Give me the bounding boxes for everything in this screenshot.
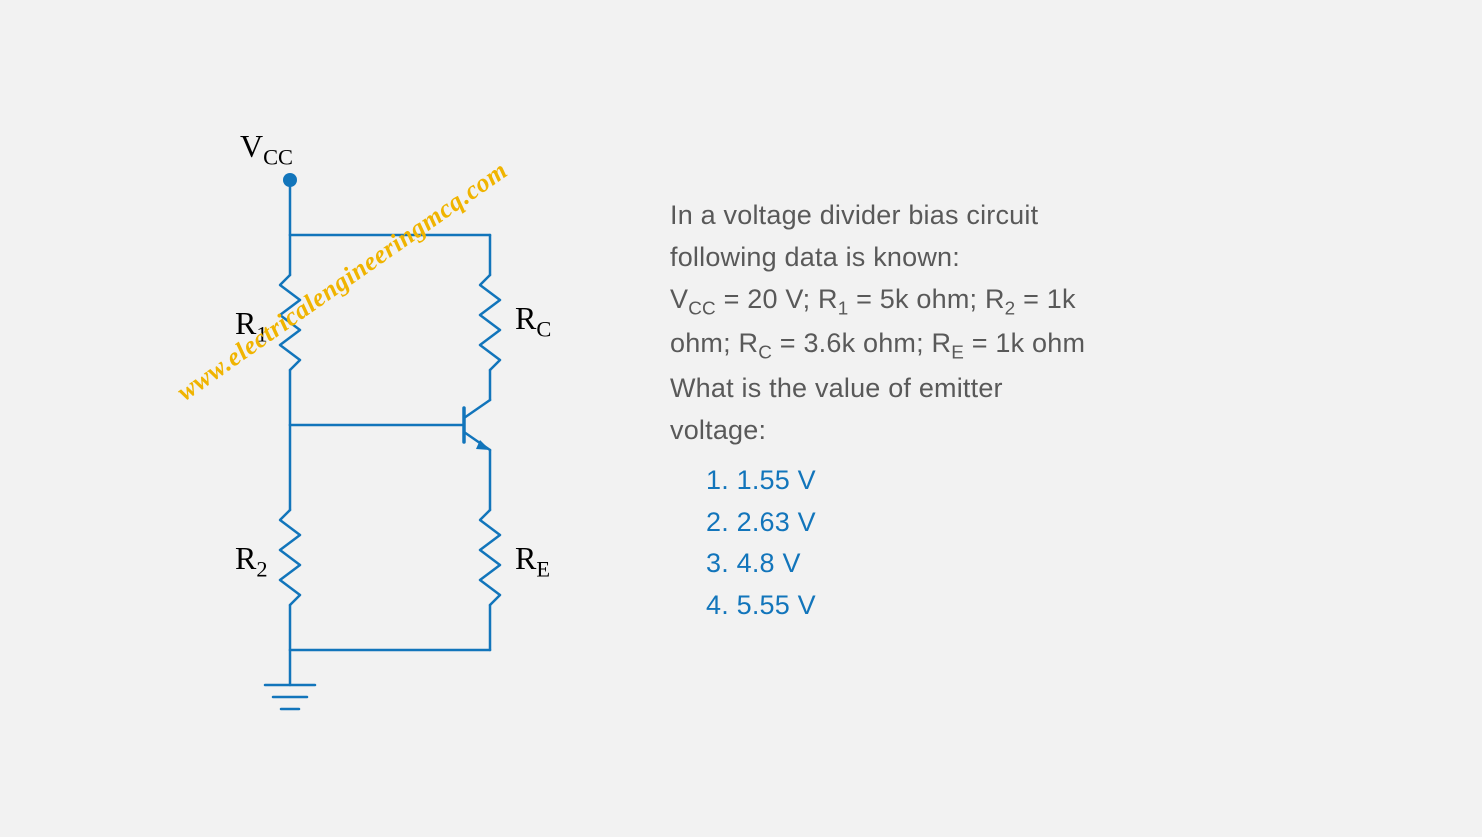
question-data-1: VCC = 20 V; R1 = 5k ohm; R2 = 1k	[670, 279, 1310, 324]
option-4[interactable]: 4. 5.55 V	[706, 585, 1310, 627]
option-1[interactable]: 1. 1.55 V	[706, 460, 1310, 502]
option-2[interactable]: 2. 2.63 V	[706, 502, 1310, 544]
options-list: 1. 1.55 V 2. 2.63 V 3. 4.8 V 4. 5.55 V	[670, 460, 1310, 627]
label-re: RE	[515, 540, 550, 582]
label-r2: R2	[235, 540, 268, 582]
page-container: VCC R1 R2 RC RE www.electricalengineerin…	[0, 0, 1482, 837]
label-vcc-sub: CC	[263, 144, 293, 169]
label-rc-text: R	[515, 300, 536, 336]
option-3[interactable]: 3. 4.8 V	[706, 543, 1310, 585]
label-rc-sub: C	[536, 316, 551, 341]
label-r2-sub: 2	[256, 556, 267, 581]
question-intro-1: In a voltage divider bias circuit	[670, 195, 1310, 237]
label-vcc-text: V	[240, 128, 263, 164]
question-intro-2: following data is known:	[670, 237, 1310, 279]
label-re-text: R	[515, 540, 536, 576]
label-vcc: VCC	[240, 128, 293, 170]
label-re-sub: E	[536, 556, 550, 581]
label-rc: RC	[515, 300, 551, 342]
question-data-2: ohm; RC = 3.6k ohm; RE = 1k ohm	[670, 323, 1310, 368]
label-r2-text: R	[235, 540, 256, 576]
question-ask-1: What is the value of emitter	[670, 368, 1310, 410]
question-block: In a voltage divider bias circuit follow…	[670, 195, 1310, 627]
question-ask-2: voltage:	[670, 410, 1310, 452]
